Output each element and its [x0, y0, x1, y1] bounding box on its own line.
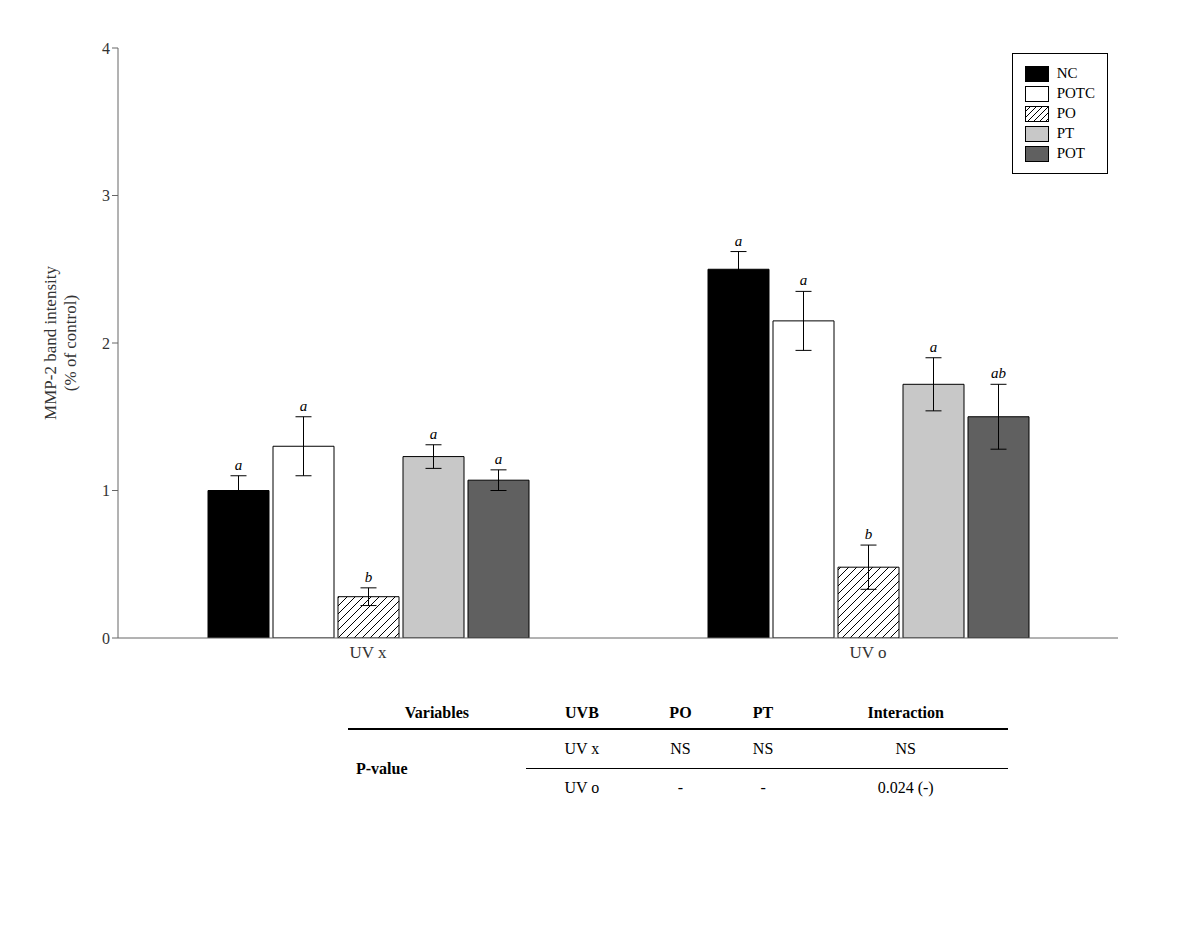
html-text:PT: PT — [1056, 125, 1075, 141]
svg-text:b: b — [865, 526, 873, 542]
html-text:POT: POT — [1056, 145, 1085, 161]
html-text:PO: PO — [669, 704, 692, 721]
html-text:PO: PO — [1056, 105, 1076, 121]
html-text:UV x: UV x — [564, 740, 600, 757]
svg-text:MMP-2 band intensity(% of cont: MMP-2 band intensity(% of control) — [41, 266, 80, 420]
html-text:POTC: POTC — [1056, 85, 1095, 101]
html-text:NC: NC — [1056, 65, 1078, 81]
svg-text:3: 3 — [102, 187, 110, 204]
html-text:P-value: P-value — [356, 759, 408, 777]
html-text:PT: PT — [752, 704, 774, 721]
html-text:UV o: UV o — [564, 779, 600, 796]
html-text:Variables: Variables — [404, 704, 469, 721]
svg-text:a: a — [735, 233, 743, 249]
svg-text:a: a — [930, 339, 938, 355]
svg-text:ab: ab — [991, 365, 1007, 381]
svg-text:UV o: UV o — [850, 643, 887, 662]
svg-text:1: 1 — [102, 482, 110, 499]
html-text:NS: NS — [752, 740, 774, 757]
svg-text:a: a — [495, 451, 503, 467]
svg-text:a: a — [300, 398, 308, 414]
html-text:NS: NS — [670, 740, 691, 757]
svg-text:4: 4 — [102, 40, 110, 57]
html-text:UVB: UVB — [565, 704, 599, 721]
svg-text:a: a — [430, 426, 438, 442]
svg-text:a: a — [800, 272, 808, 288]
svg-text:b: b — [365, 569, 373, 585]
html-text:NS: NS — [895, 740, 916, 757]
svg-text:a: a — [235, 457, 243, 473]
svg-text:UV x: UV x — [350, 643, 387, 662]
svg-text:2: 2 — [102, 335, 110, 352]
html-text:Interaction: Interaction — [867, 704, 944, 721]
svg-text:0: 0 — [102, 630, 110, 647]
html-text:0.024 (-): 0.024 (-) — [877, 779, 934, 796]
